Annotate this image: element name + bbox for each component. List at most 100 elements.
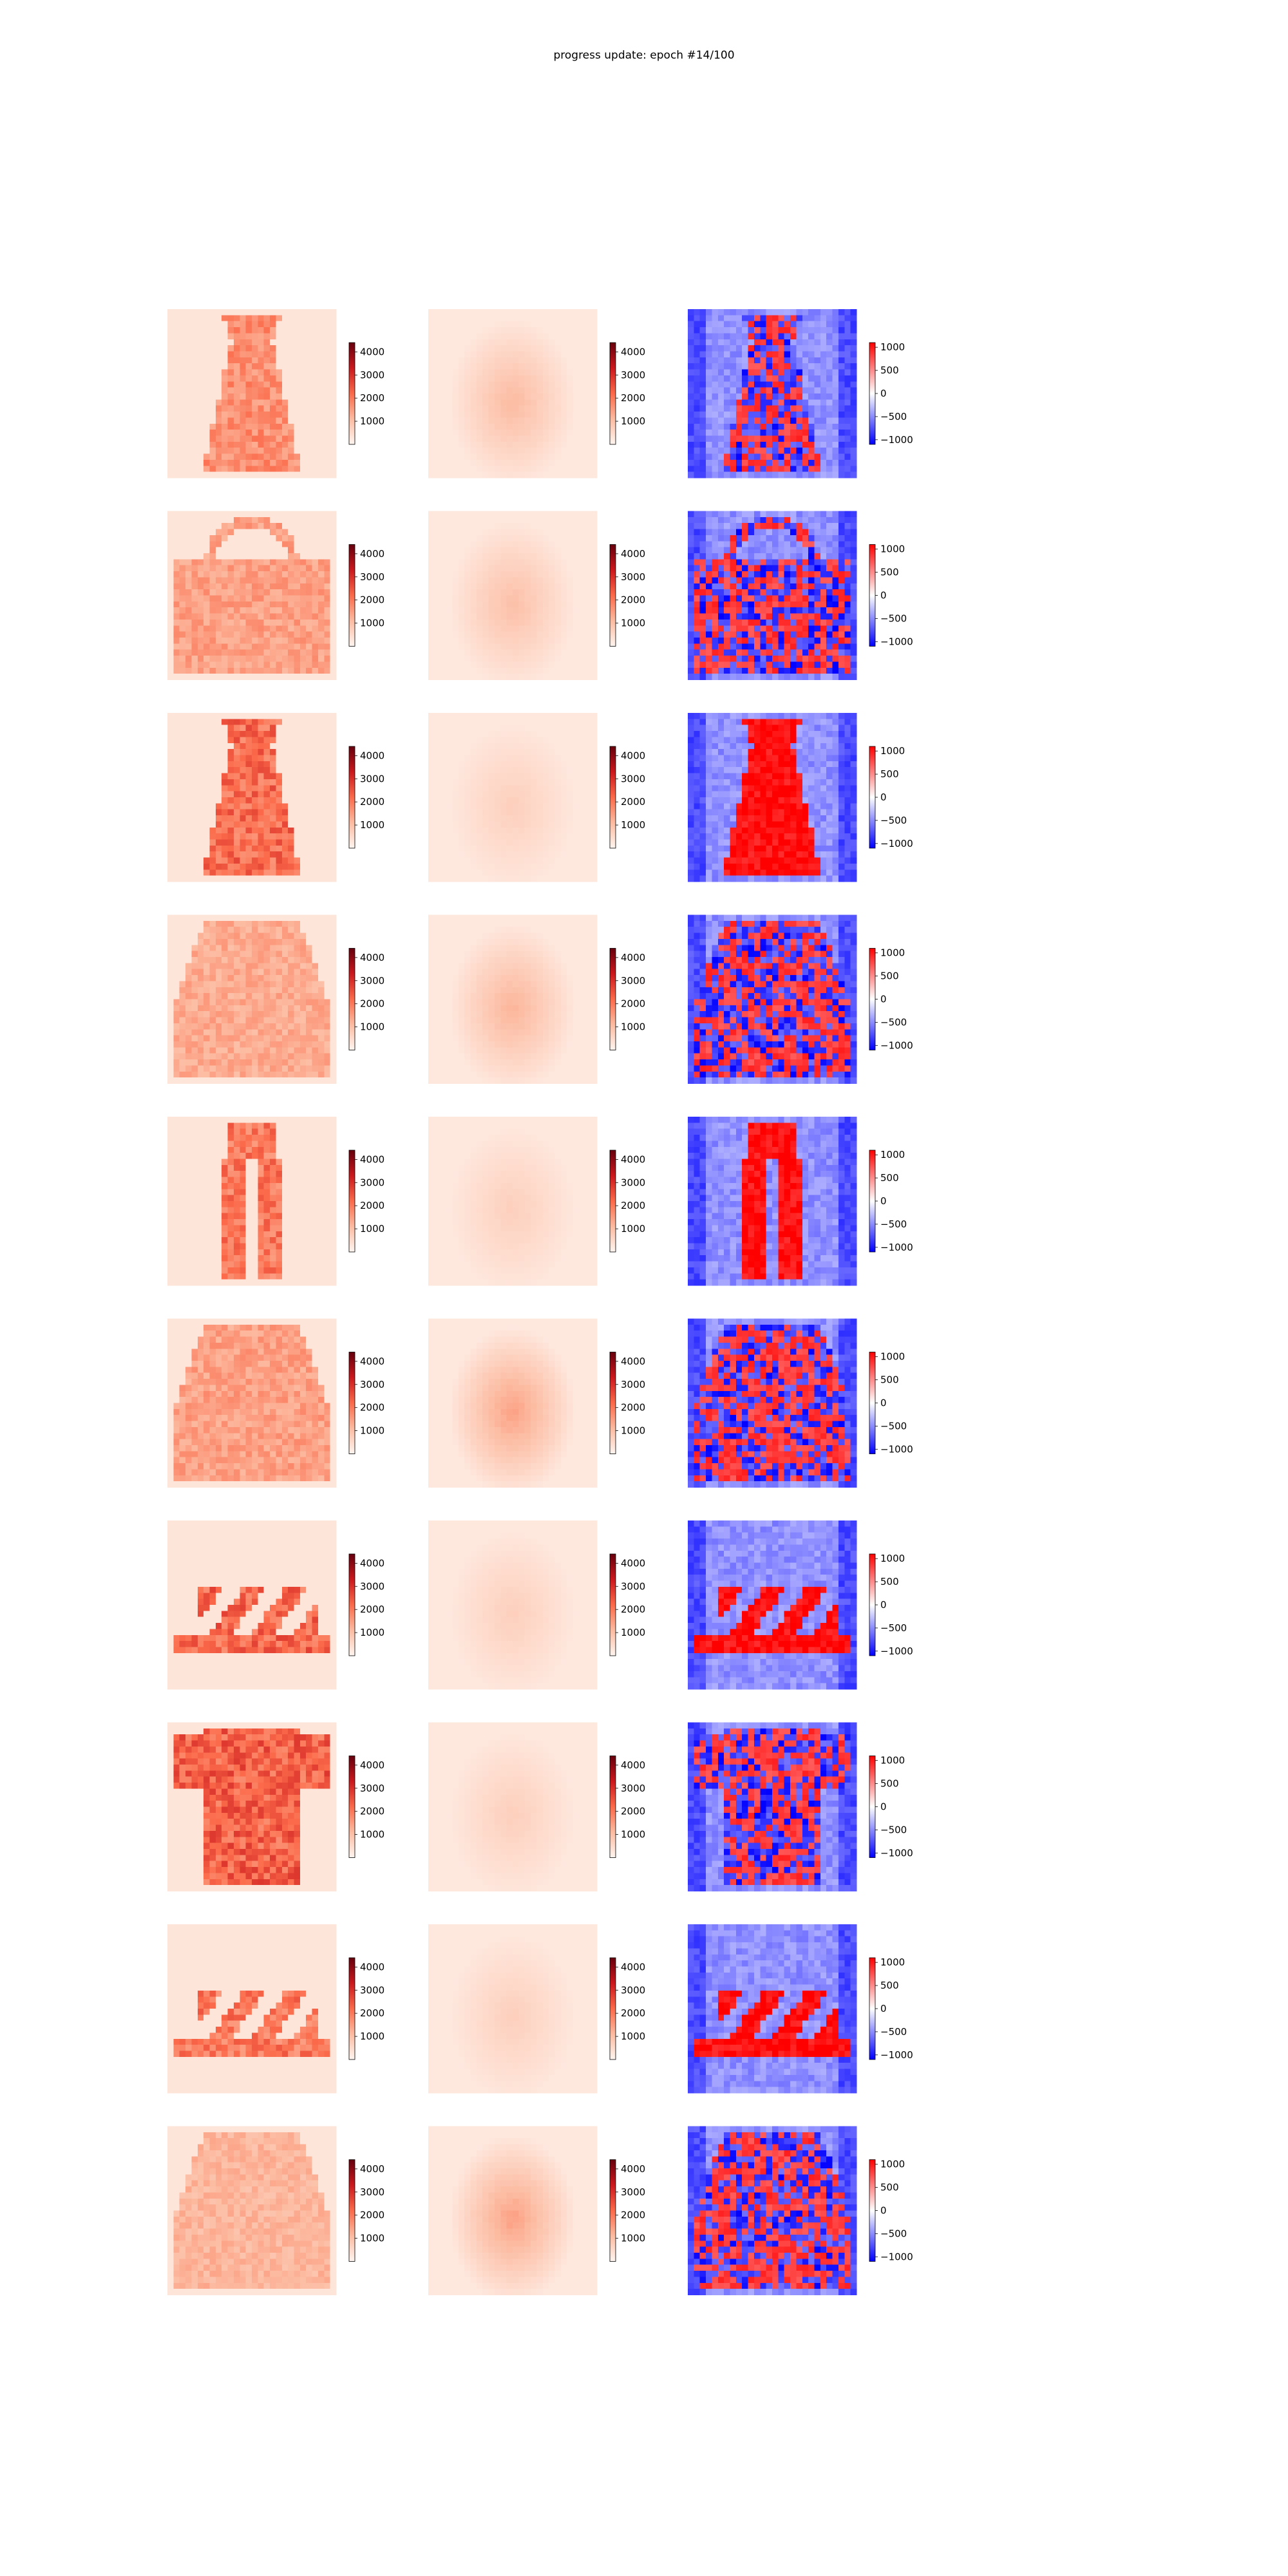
heatmap-cell xyxy=(706,583,712,590)
heatmap-cell xyxy=(204,339,210,346)
heatmap-cell xyxy=(531,375,537,382)
heatmap-cell xyxy=(494,381,501,388)
heatmap-cell xyxy=(185,559,192,566)
heatmap-cell xyxy=(513,589,519,596)
heatmap-cell xyxy=(832,369,839,376)
heatmap-cell xyxy=(476,529,483,536)
heatmap-cell xyxy=(531,535,537,542)
heatmap-cell xyxy=(299,423,307,430)
heatmap-cell xyxy=(554,315,562,322)
heatmap-cell xyxy=(802,511,809,518)
heatmap-cell xyxy=(506,435,513,442)
heatmap-cell xyxy=(476,471,483,478)
heatmap-cell xyxy=(306,417,312,424)
heatmap-cell xyxy=(434,309,441,316)
heatmap-cell xyxy=(270,571,276,578)
heatmap-cell xyxy=(276,661,283,668)
heatmap-cell xyxy=(784,516,791,524)
heatmap-cell xyxy=(850,345,857,352)
heatmap-cell xyxy=(531,333,537,340)
heatmap-cell xyxy=(263,375,270,382)
heatmap-cell xyxy=(706,656,712,662)
heatmap-cell xyxy=(542,321,549,328)
heatmap-cell xyxy=(276,713,283,719)
heatmap-cell xyxy=(585,541,592,548)
heatmap-cell xyxy=(173,601,180,608)
heatmap-cell xyxy=(820,535,827,542)
heatmap-cell xyxy=(452,541,459,548)
heatmap-cell xyxy=(458,613,465,620)
heatmap-cell xyxy=(204,595,210,602)
heatmap-cell xyxy=(197,529,204,536)
heatmap-cell xyxy=(324,643,331,650)
heatmap-cell xyxy=(735,535,743,542)
heatmap-cell xyxy=(173,559,180,566)
colorbar-tick-label: 4000 xyxy=(360,346,384,357)
heatmap-cell xyxy=(748,625,755,632)
heatmap-cell xyxy=(191,529,198,536)
heatmap-cell xyxy=(245,423,252,430)
heatmap-cell xyxy=(167,387,174,394)
heatmap-cell xyxy=(222,737,228,744)
heatmap-cell xyxy=(312,399,319,406)
heatmap-cell xyxy=(185,399,192,406)
heatmap-cell xyxy=(276,601,283,608)
heatmap-cell xyxy=(281,516,289,524)
heatmap-cell xyxy=(742,351,748,358)
heatmap-cell xyxy=(549,321,555,328)
heatmap-cell xyxy=(197,607,204,614)
heatmap-cell xyxy=(688,583,694,590)
heatmap-cell xyxy=(500,516,507,524)
heatmap-cell xyxy=(554,559,562,566)
heatmap-cell xyxy=(766,541,773,548)
heatmap-cell xyxy=(748,529,755,536)
heatmap-cell xyxy=(299,661,307,668)
heatmap-cell xyxy=(784,559,791,566)
heatmap-cell xyxy=(324,656,331,662)
heatmap-cell xyxy=(488,631,495,638)
heatmap-cell xyxy=(802,589,809,596)
heatmap-cell xyxy=(270,559,276,566)
heatmap-cell xyxy=(790,453,797,460)
heatmap-cell xyxy=(706,571,712,578)
heatmap-cell xyxy=(191,333,198,340)
heatmap-cell xyxy=(440,369,447,376)
heatmap-cell xyxy=(245,471,252,478)
heatmap-cell xyxy=(688,595,694,602)
heatmap-cell xyxy=(263,607,270,614)
heatmap-cell xyxy=(167,327,174,334)
heatmap-cell xyxy=(204,667,210,674)
heatmap-cell xyxy=(476,589,483,596)
heatmap-cell xyxy=(531,607,537,614)
heatmap-cell xyxy=(306,571,312,578)
heatmap-cell xyxy=(748,577,755,584)
heatmap-cell xyxy=(844,656,851,662)
heatmap-cell xyxy=(850,529,857,536)
heatmap-cell xyxy=(476,375,483,382)
heatmap-cell xyxy=(281,737,289,744)
heatmap-cell xyxy=(324,351,331,358)
heatmap-cell xyxy=(299,571,307,578)
heatmap-cell xyxy=(179,471,186,478)
heatmap-cell xyxy=(844,393,851,400)
heatmap-cell xyxy=(694,309,701,316)
heatmap-cell xyxy=(790,656,797,662)
heatmap-cell xyxy=(542,565,549,572)
heatmap-cell xyxy=(446,363,453,370)
heatmap-cell xyxy=(294,393,301,400)
heatmap-cell xyxy=(294,638,301,644)
heatmap-cell xyxy=(179,417,186,424)
heatmap-cell xyxy=(578,369,585,376)
heatmap-cell xyxy=(808,511,815,518)
heatmap-cell xyxy=(591,553,598,560)
heatmap-cell xyxy=(270,466,276,473)
heatmap-cell xyxy=(306,357,312,364)
heatmap-cell xyxy=(276,749,283,755)
heatmap-cell xyxy=(814,511,821,518)
heatmap-cell xyxy=(263,381,270,388)
heatmap-cell xyxy=(446,625,453,632)
heatmap-cell xyxy=(850,412,857,418)
heatmap-cell xyxy=(814,529,821,536)
heatmap-cell xyxy=(446,327,453,334)
